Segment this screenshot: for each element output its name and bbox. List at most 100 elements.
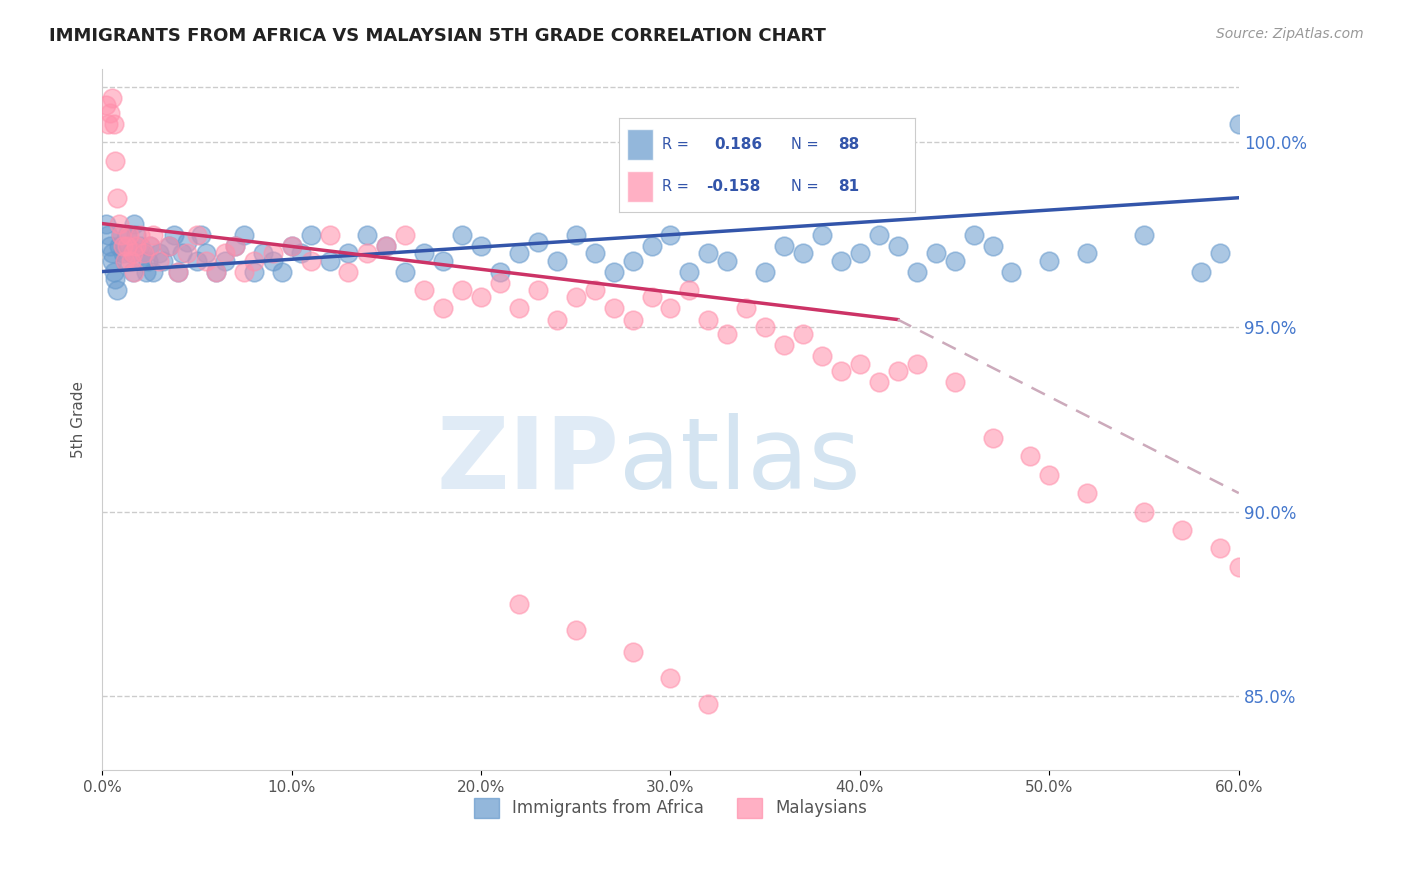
Malaysians [659,671,682,685]
Malaysians [100,91,122,105]
Immigrants from Africa [195,246,218,260]
Malaysians [195,253,218,268]
Malaysians [943,376,966,390]
Malaysians [110,227,132,242]
Immigrants from Africa [205,264,228,278]
Immigrants from Africa [157,238,180,252]
Immigrants from Africa [943,253,966,268]
Malaysians [112,238,135,252]
Malaysians [262,246,284,260]
Malaysians [115,238,138,252]
Malaysians [280,238,302,252]
Immigrants from Africa [136,253,159,268]
Malaysians [887,364,910,378]
Immigrants from Africa [214,253,236,268]
Malaysians [157,238,180,252]
Text: Source: ZipAtlas.com: Source: ZipAtlas.com [1216,27,1364,41]
Immigrants from Africa [105,283,128,297]
Immigrants from Africa [849,246,872,260]
Immigrants from Africa [602,264,624,278]
Malaysians [167,264,190,278]
Immigrants from Africa [716,253,738,268]
Immigrants from Africa [129,238,152,252]
Malaysians [773,338,796,352]
Immigrants from Africa [1000,264,1022,278]
Malaysians [1076,486,1098,500]
Malaysians [132,246,155,260]
Malaysians [242,253,264,268]
Malaysians [1171,523,1194,537]
Immigrants from Africa [1189,264,1212,278]
Malaysians [337,264,360,278]
Immigrants from Africa [112,246,135,260]
Malaysians [792,327,814,342]
Immigrants from Africa [110,227,132,242]
Malaysians [394,227,416,242]
Malaysians [621,312,644,326]
Malaysians [105,191,128,205]
Malaysians [104,153,127,168]
Immigrants from Africa [451,227,474,242]
Immigrants from Africa [868,227,890,242]
Immigrants from Africa [678,264,700,278]
Immigrants from Africa [830,253,852,268]
Malaysians [103,117,125,131]
Malaysians [527,283,550,297]
Immigrants from Africa [508,246,530,260]
Immigrants from Africa [773,238,796,252]
Malaysians [142,227,165,242]
Malaysians [94,98,117,112]
Malaysians [565,290,588,304]
Immigrants from Africa [413,246,436,260]
Malaysians [830,364,852,378]
Malaysians [981,431,1004,445]
Malaysians [375,238,398,252]
Malaysians [811,350,834,364]
Malaysians [318,227,340,242]
Malaysians [121,246,143,260]
Immigrants from Africa [280,238,302,252]
Immigrants from Africa [546,253,568,268]
Immigrants from Africa [124,217,146,231]
Text: atlas: atlas [620,413,860,510]
Malaysians [621,645,644,659]
Immigrants from Africa [356,227,378,242]
Malaysians [868,376,890,390]
Immigrants from Africa [527,235,550,249]
Immigrants from Africa [97,227,120,242]
Immigrants from Africa [163,227,186,242]
Immigrants from Africa [135,264,157,278]
Immigrants from Africa [583,246,606,260]
Immigrants from Africa [887,238,910,252]
Immigrants from Africa [565,227,588,242]
Immigrants from Africa [100,253,122,268]
Immigrants from Africa [152,253,174,268]
Immigrants from Africa [103,264,125,278]
Immigrants from Africa [640,238,662,252]
Immigrants from Africa [337,246,360,260]
Immigrants from Africa [148,246,170,260]
Malaysians [98,105,121,120]
Malaysians [489,276,512,290]
Immigrants from Africa [94,217,117,231]
Malaysians [1209,541,1232,556]
Malaysians [716,327,738,342]
Malaysians [754,320,776,334]
Immigrants from Africa [262,253,284,268]
Malaysians [97,117,120,131]
Malaysians [1227,560,1250,574]
Malaysians [508,301,530,316]
Malaysians [148,253,170,268]
Immigrants from Africa [621,253,644,268]
Malaysians [186,227,208,242]
Immigrants from Africa [1227,117,1250,131]
Malaysians [176,246,198,260]
Malaysians [118,227,141,242]
Malaysians [432,301,454,316]
Malaysians [602,301,624,316]
Malaysians [697,312,720,326]
Malaysians [125,238,148,252]
Malaysians [1038,467,1060,482]
Malaysians [129,227,152,242]
Immigrants from Africa [104,272,127,286]
